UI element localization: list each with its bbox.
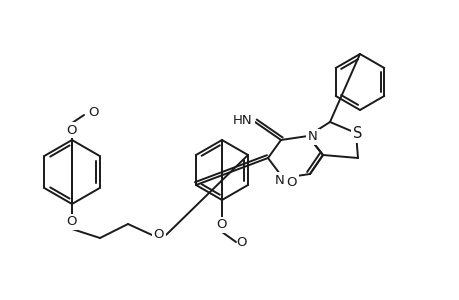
Text: O: O	[236, 236, 247, 250]
Text: O: O	[286, 176, 297, 188]
Text: HN: HN	[233, 115, 252, 128]
Text: O: O	[153, 229, 164, 242]
Text: N: N	[274, 173, 284, 187]
Text: O: O	[89, 106, 99, 118]
Text: O: O	[67, 124, 77, 136]
Text: N: N	[308, 130, 317, 143]
Text: S: S	[353, 125, 362, 140]
Text: O: O	[216, 218, 227, 232]
Text: O: O	[67, 215, 77, 229]
